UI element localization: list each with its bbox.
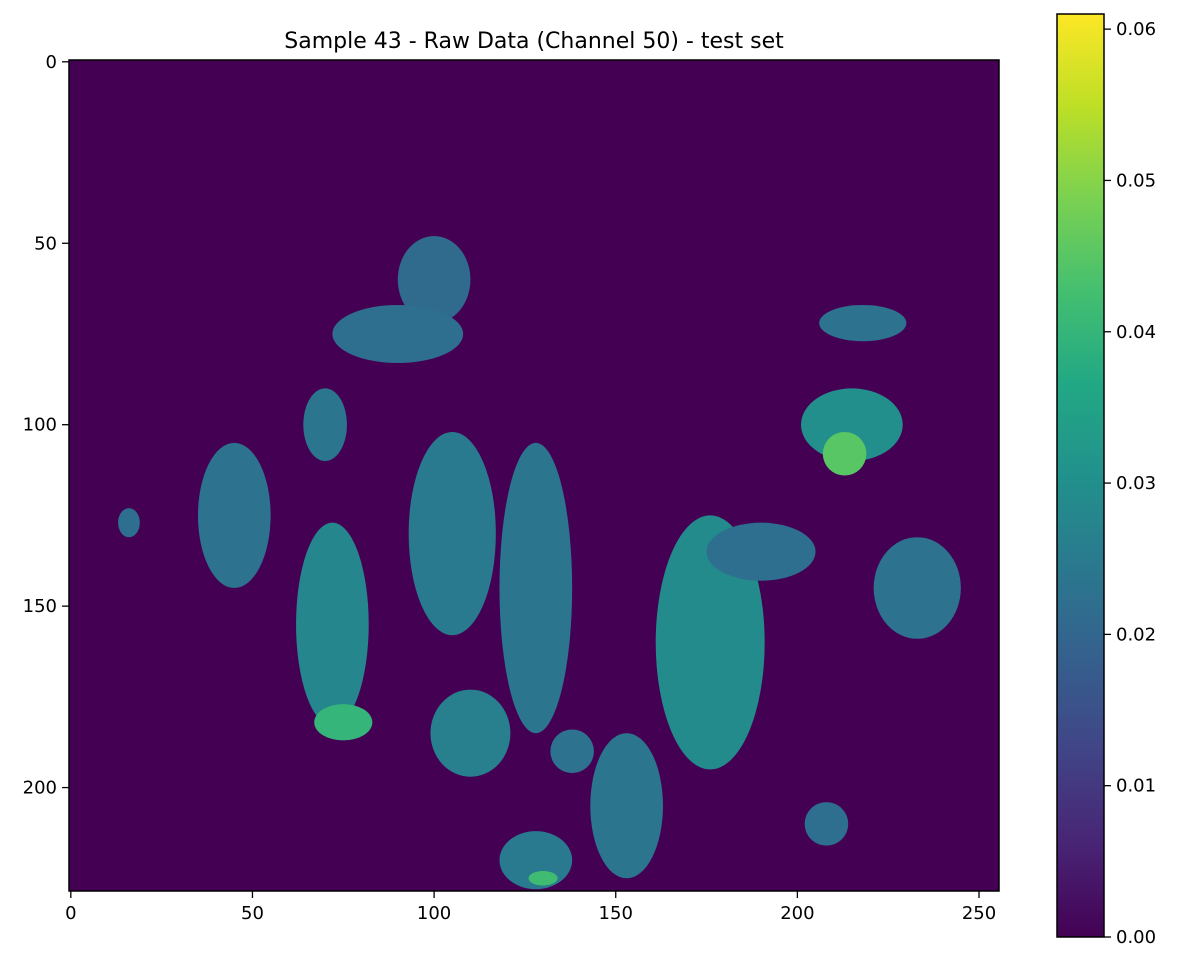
plot-frame: [68, 59, 1000, 892]
colorbar-tick-label: 0.01: [1116, 776, 1156, 797]
data-region-20: [804, 802, 849, 846]
data-region-1: [332, 304, 464, 364]
colorbar: 0.00 0.01 0.02 0.03 0.04 0.05 0.06: [1056, 13, 1156, 948]
data-region-8: [430, 689, 511, 777]
x-tick-label: 100: [417, 903, 451, 924]
data-regions: [118, 235, 961, 890]
x-tick-label: 0: [65, 903, 76, 924]
colorbar-tick-label: 0.02: [1116, 624, 1156, 645]
y-tick-label: 50: [34, 233, 57, 254]
data-region-10: [550, 729, 594, 774]
colorbar-tick-label: 0.00: [1116, 927, 1156, 948]
colorbar-tick-label: 0.04: [1116, 322, 1156, 343]
x-tick-label: 150: [599, 903, 633, 924]
data-region-5: [296, 522, 369, 726]
chart-title: Sample 43 - Raw Data (Channel 50) - test…: [284, 29, 784, 54]
x-tick-label: 50: [241, 903, 264, 924]
data-region-19: [873, 537, 961, 639]
colorbar-tick-label: 0.03: [1116, 473, 1156, 494]
data-region-2: [303, 388, 347, 461]
y-axis: 0 50 100 150 200: [23, 52, 69, 799]
x-tick-label: 250: [962, 903, 996, 924]
data-region-11: [590, 733, 663, 879]
x-tick-label: 200: [780, 903, 814, 924]
data-region-3: [197, 442, 271, 588]
colorbar-ticks: 0.00 0.01 0.02 0.03 0.04 0.05 0.06: [1104, 19, 1156, 948]
data-region-7: [408, 431, 496, 636]
data-region-4: [118, 508, 140, 538]
data-region-9: [499, 442, 573, 734]
data-region-15: [706, 522, 816, 581]
data-region-17: [822, 431, 867, 476]
colorbar-tick-label: 0.05: [1116, 170, 1156, 191]
y-tick-label: 150: [23, 596, 57, 617]
colorbar-bar: [1056, 13, 1105, 938]
plot-area: [68, 59, 1000, 892]
data-region-18: [819, 304, 907, 342]
y-tick-label: 100: [23, 415, 57, 436]
x-axis: 0 50 100 150 200 250: [65, 891, 996, 924]
data-region-13: [528, 871, 558, 886]
data-region-0: [397, 235, 471, 324]
data-region-14: [655, 515, 765, 770]
y-tick-label: 200: [23, 778, 57, 799]
colorbar-tick-label: 0.06: [1116, 19, 1156, 40]
y-tick-label: 0: [46, 52, 57, 73]
data-region-6: [314, 704, 373, 741]
